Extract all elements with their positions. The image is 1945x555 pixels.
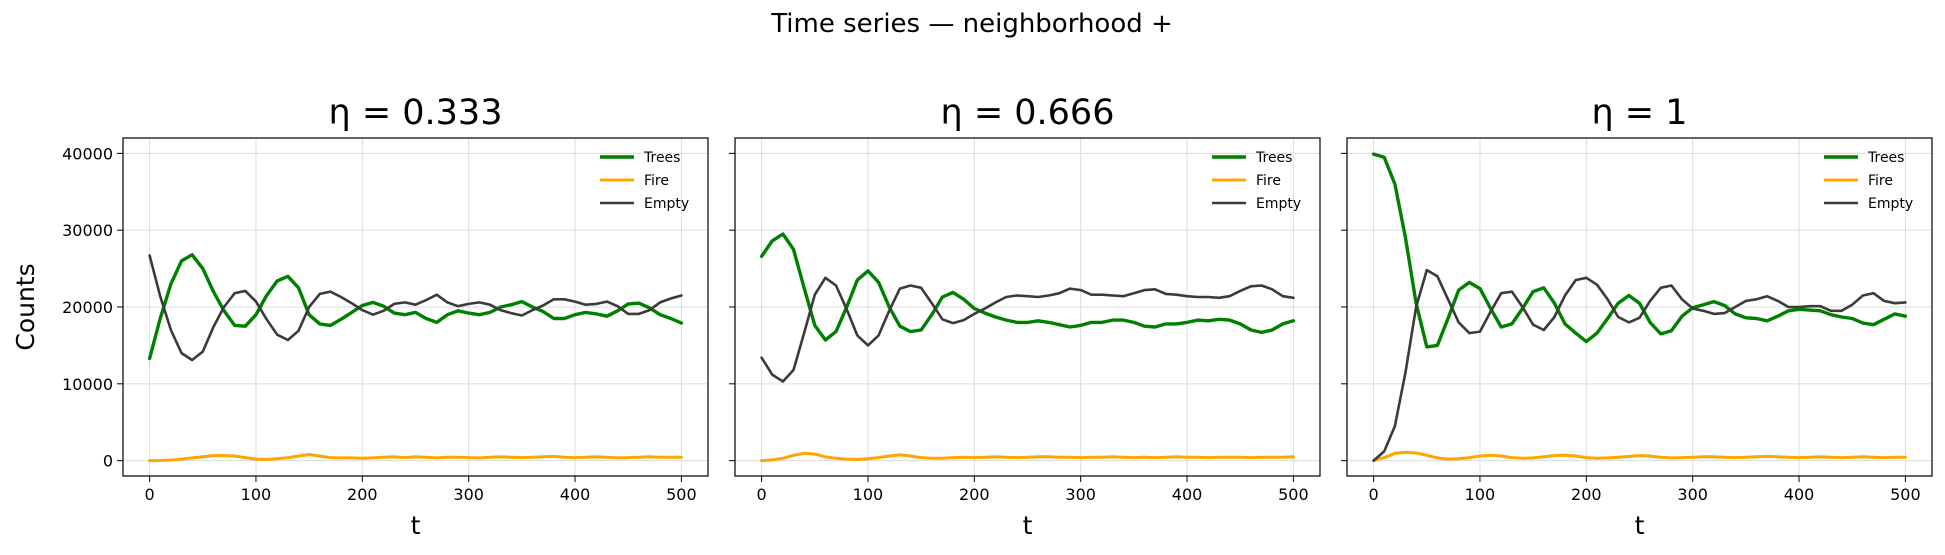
x-tick-label: 500 (666, 485, 697, 504)
legend: Trees Fire Empty (1212, 150, 1301, 212)
y-tick-label: 10000 (62, 375, 113, 394)
x-tick-label: 100 (241, 485, 272, 504)
series-line-empty (1372, 268, 1907, 462)
series-line-fire (760, 451, 1295, 463)
series-line-fire (1372, 450, 1907, 463)
legend-label-fire: Fire (644, 173, 669, 189)
y-tick-label: 0 (103, 452, 113, 471)
legend-label-fire: Fire (1868, 173, 1893, 189)
chart-title: η = 0.333 (329, 93, 503, 133)
x-tick-label: 200 (1571, 485, 1602, 504)
legend-label-trees: Trees (1867, 150, 1904, 166)
legend-label-empty: Empty (1256, 196, 1301, 212)
x-tick-label: 300 (1677, 485, 1708, 504)
series-line-trees (147, 253, 684, 361)
x-tick-label: 300 (1065, 485, 1096, 504)
y-axis-label: Counts (11, 263, 40, 350)
legend: Trees Fire Empty (1824, 150, 1913, 212)
chart-panel-eta-0333: 0 100 200 300 400 500 0 10000 20000 30000 40000 η =… (11, 93, 709, 540)
y-tick-label: 30000 (62, 221, 113, 240)
legend-label-fire: Fire (1256, 173, 1281, 189)
x-tick-label: 0 (144, 485, 154, 504)
x-tick-label: 400 (1172, 485, 1203, 504)
x-tick-label: 500 (1890, 485, 1921, 504)
x-axis-label: t (1635, 511, 1645, 540)
legend: Trees Fire Empty (600, 150, 689, 212)
x-tick-label: 200 (347, 485, 378, 504)
series-line-trees (1371, 152, 1908, 349)
x-axis-label: t (1023, 511, 1033, 540)
legend-label-empty: Empty (1868, 196, 1913, 212)
legend-label-trees: Trees (1255, 150, 1292, 166)
series-line-empty (148, 254, 683, 362)
series-line-fire (148, 453, 683, 463)
chart-title: η = 0.666 (941, 93, 1115, 133)
series-line-trees (759, 232, 1296, 342)
figure-suptitle: Time series — neighborhood + (770, 9, 1173, 39)
x-tick-label: 400 (560, 485, 591, 504)
legend-label-empty: Empty (644, 196, 689, 212)
x-tick-label: 0 (756, 485, 766, 504)
chart-title: η = 1 (1591, 93, 1687, 133)
legend-label-trees: Trees (643, 150, 680, 166)
x-axis-label: t (411, 511, 421, 540)
series-line-empty (760, 276, 1295, 383)
x-tick-label: 200 (959, 485, 990, 504)
x-tick-label: 100 (1465, 485, 1496, 504)
x-tick-label: 500 (1278, 485, 1309, 504)
y-tick-label: 40000 (62, 144, 113, 163)
x-tick-label: 0 (1368, 485, 1378, 504)
x-tick-label: 300 (453, 485, 484, 504)
chart-panel-eta-0666: 0 100 200 300 400 500 η = 0.666 t Trees Fire Empty (729, 93, 1321, 540)
x-tick-label: 400 (1784, 485, 1815, 504)
y-tick-label: 20000 (62, 298, 113, 317)
x-tick-label: 100 (853, 485, 884, 504)
chart-panel-eta-1: 0 100 200 300 400 500 η = 1 t Trees Fire Empty (1341, 93, 1933, 540)
